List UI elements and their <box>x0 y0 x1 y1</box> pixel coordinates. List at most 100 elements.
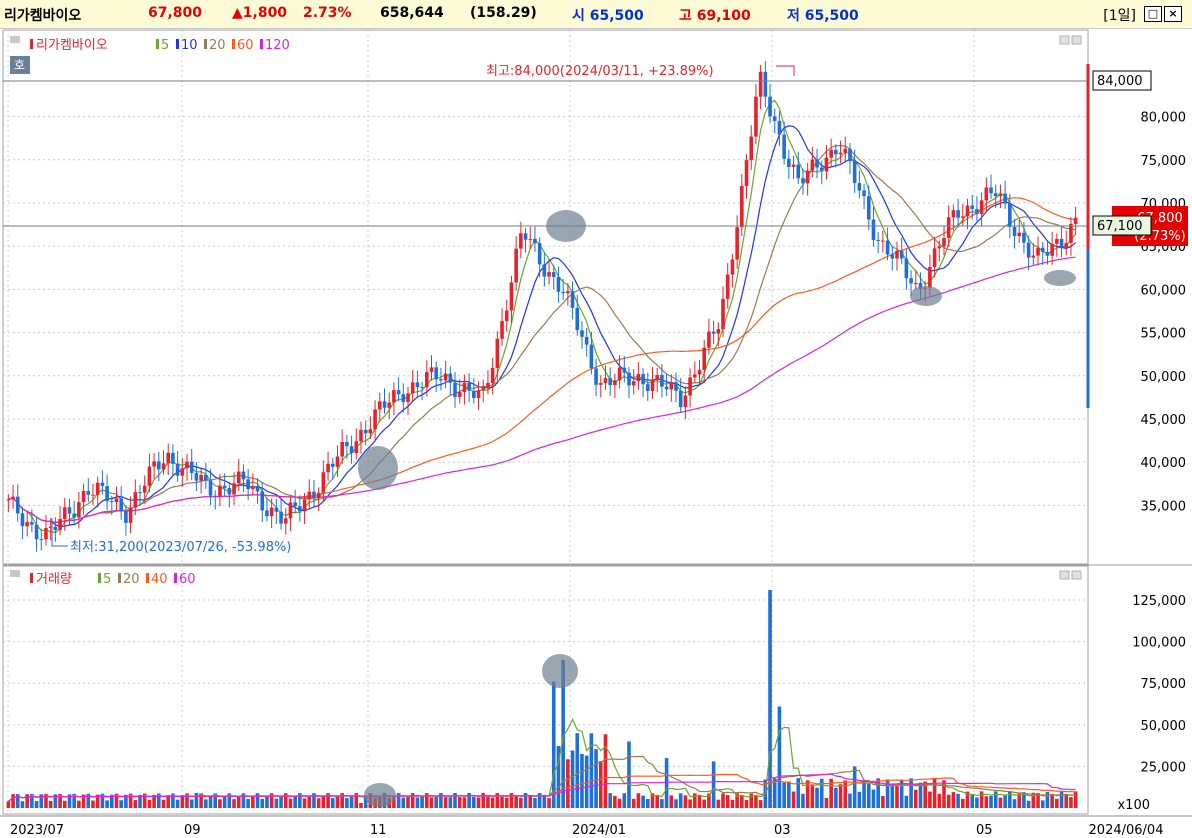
candle <box>782 134 786 159</box>
candle <box>241 471 246 480</box>
chart-area[interactable]: 35,00040,00045,00050,00055,00060,00065,0… <box>0 28 1192 838</box>
candle <box>246 479 250 490</box>
volume-bar <box>904 795 909 808</box>
volume-bar <box>199 793 203 808</box>
candle <box>956 210 960 218</box>
volume-bar <box>227 793 232 808</box>
badge-icon[interactable] <box>10 56 30 74</box>
legend-label: 120 <box>265 38 290 53</box>
volume-bar <box>152 794 156 808</box>
candle <box>909 278 913 284</box>
candle <box>128 507 133 523</box>
volume-bar <box>1064 795 1069 808</box>
candle <box>274 507 279 512</box>
volume-bar <box>279 795 283 808</box>
candle <box>716 329 721 334</box>
volume-bar <box>580 753 584 808</box>
volume-bar <box>410 793 415 808</box>
open-price: 시 65,500 <box>572 8 644 24</box>
candle <box>721 298 725 330</box>
legend-swatch <box>232 39 235 49</box>
high-annotation-arrow <box>776 65 795 76</box>
volume-bar <box>58 793 62 808</box>
volume-bar <box>678 793 683 808</box>
volume-bar <box>608 793 612 808</box>
candle <box>359 429 363 442</box>
candle <box>787 158 791 167</box>
candle <box>25 522 29 527</box>
candle <box>420 387 424 389</box>
candle <box>613 380 617 386</box>
volume-bar <box>1008 791 1012 808</box>
volume-bar <box>359 803 363 808</box>
volume-bar <box>251 795 255 808</box>
volume-bar <box>180 795 185 808</box>
legend-label: 10 <box>181 38 198 53</box>
volume-bar <box>500 796 504 808</box>
volume-tick-label: 125,000 <box>1132 594 1186 609</box>
volume-bar <box>236 795 241 808</box>
close-button[interactable]: × <box>1164 6 1182 22</box>
volume-bar <box>175 799 180 808</box>
candle <box>189 461 194 473</box>
volume-bar <box>862 781 866 808</box>
volume-bar <box>810 784 815 808</box>
panel-mini-buttons[interactable] <box>1059 35 1082 580</box>
volume-bar <box>942 780 946 808</box>
candle <box>457 392 462 397</box>
candle <box>232 483 236 495</box>
candle <box>819 167 824 172</box>
candle <box>961 216 965 218</box>
candle <box>749 136 754 161</box>
volume-bar <box>801 793 805 808</box>
legend-swatch <box>98 573 101 583</box>
volume-bar <box>909 778 913 808</box>
volume-bar <box>53 794 58 808</box>
volume-bar <box>1022 792 1026 808</box>
legend-label: 60 <box>179 572 196 587</box>
candle <box>899 250 904 259</box>
x-tick-label: 11 <box>370 823 387 838</box>
candle <box>984 187 989 201</box>
low-annotation-arrow <box>51 518 68 547</box>
candle <box>711 331 716 334</box>
candle <box>476 390 481 399</box>
candle <box>312 491 316 498</box>
price-tick-label: 50,000 <box>1141 370 1187 385</box>
volume-bar <box>185 793 189 808</box>
candle <box>1017 232 1022 237</box>
volume-bar <box>330 798 335 808</box>
price-change: ▲1,800 <box>232 5 288 21</box>
restore-button[interactable]: □ <box>1144 6 1162 22</box>
volume-bar <box>819 778 824 808</box>
volume-bar <box>396 793 401 808</box>
candle <box>551 272 556 277</box>
volume-bar <box>998 797 1003 808</box>
candle <box>890 254 895 259</box>
volume-bar <box>260 798 265 808</box>
candle <box>556 276 561 292</box>
candle <box>1045 252 1050 256</box>
volume-panel[interactable] <box>2 565 1089 815</box>
volume-bar <box>848 793 852 808</box>
candle <box>349 446 354 454</box>
volume-bar <box>147 799 152 808</box>
volume-bar <box>881 795 885 808</box>
period-selector[interactable]: [1일] <box>1103 8 1136 24</box>
volume-bar <box>44 793 48 808</box>
candle <box>881 240 885 242</box>
candle <box>664 386 669 390</box>
volume-bar <box>622 793 627 808</box>
volume-bar <box>138 794 142 808</box>
volume-bar <box>1031 792 1036 808</box>
candle <box>251 486 255 490</box>
volume-bar <box>956 793 960 808</box>
volume-bar <box>486 796 490 808</box>
candle <box>453 382 457 397</box>
volume-bar <box>805 780 810 808</box>
candle <box>913 283 918 285</box>
candle <box>429 367 434 373</box>
volume-bar <box>30 794 34 808</box>
candle <box>1050 243 1054 256</box>
volume-bar <box>302 798 307 808</box>
